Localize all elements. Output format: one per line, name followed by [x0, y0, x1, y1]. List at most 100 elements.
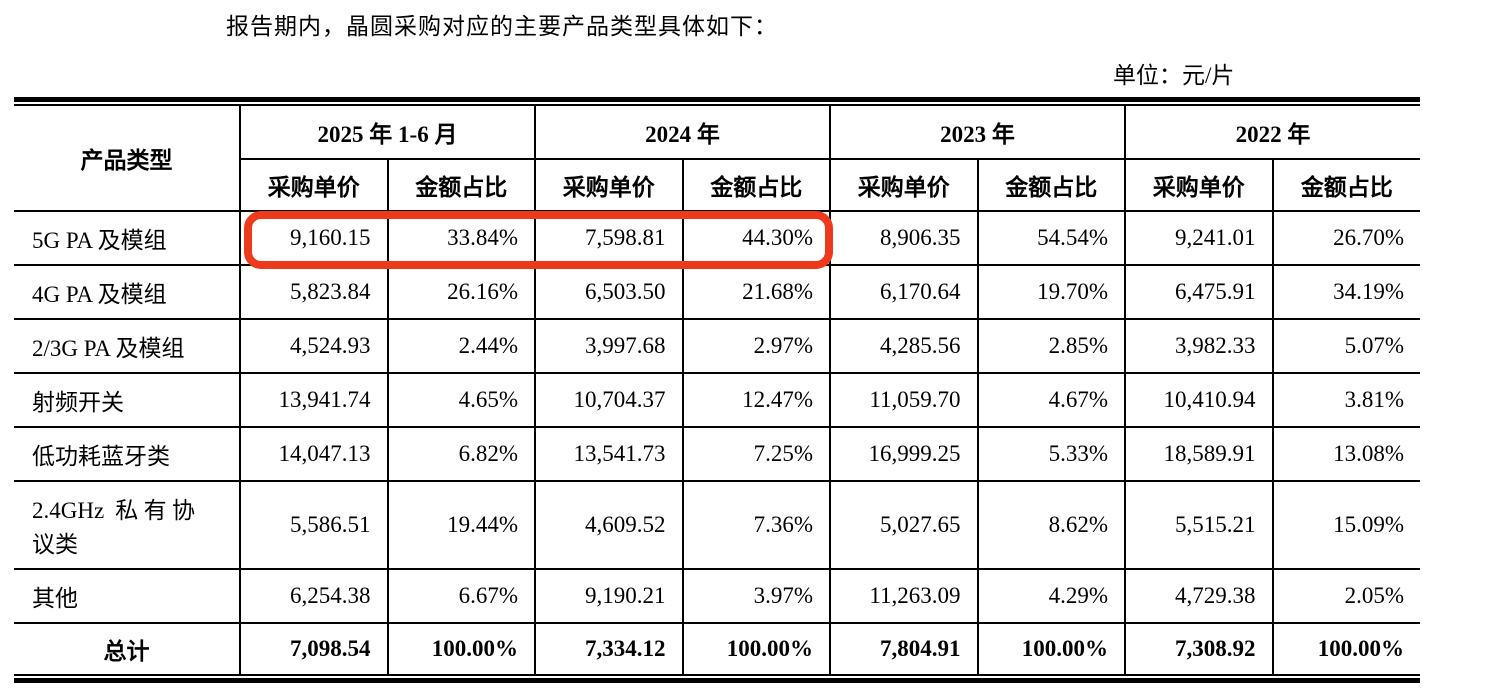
cell-value: 19.44% — [386, 480, 537, 570]
subheader-amount-share: 金额占比 — [681, 158, 832, 212]
row-label: 5G PA 及模组 — [14, 210, 241, 266]
cell-value: 33.84% — [386, 210, 537, 266]
cell-value: 13,941.74 — [239, 372, 389, 428]
cell-value: 6,503.50 — [534, 264, 684, 320]
cell-value: 4.29% — [976, 568, 1127, 624]
subheader-unit-price: 采购单价 — [534, 158, 684, 212]
subheader-unit-price: 采购单价 — [829, 158, 979, 212]
cell-value: 9,160.15 — [239, 210, 389, 266]
cell-value: 34.19% — [1271, 264, 1421, 320]
cell-value: 13,541.73 — [534, 426, 684, 482]
cell-value: 4.67% — [976, 372, 1127, 428]
col-header-period-2024: 2024 年 — [534, 104, 832, 160]
cell-value: 44.30% — [681, 210, 832, 266]
cell-value: 19.70% — [976, 264, 1127, 320]
cell-value: 3,982.33 — [1124, 318, 1274, 374]
cell-value: 13.08% — [1271, 426, 1421, 482]
cell-value: 7,308.92 — [1124, 622, 1274, 676]
table-row-other: 其他 6,254.38 6.67% 9,190.21 3.97% 11,263.… — [14, 568, 1421, 624]
table-row-23g-pa: 2/3G PA 及模组 4,524.93 2.44% 3,997.68 2.97… — [14, 318, 1421, 374]
header-row-metrics: 采购单价 金额占比 采购单价 金额占比 采购单价 金额占比 采购单价 金额占比 — [14, 158, 1421, 212]
cell-value: 16,999.25 — [829, 426, 979, 482]
subheader-amount-share: 金额占比 — [976, 158, 1127, 212]
cell-value: 4,609.52 — [534, 480, 684, 570]
cell-value: 11,263.09 — [829, 568, 979, 624]
cell-value: 5.07% — [1271, 318, 1421, 374]
cell-value: 18,589.91 — [1124, 426, 1274, 482]
cell-value: 7,098.54 — [239, 622, 389, 676]
cell-value: 6.82% — [386, 426, 537, 482]
subheader-amount-share: 金额占比 — [1271, 158, 1421, 212]
cell-value: 15.09% — [1271, 480, 1421, 570]
table-row-total: 总计 7,098.54 100.00% 7,334.12 100.00% 7,8… — [14, 622, 1421, 676]
cell-value: 10,410.94 — [1124, 372, 1274, 428]
row-label: 其他 — [14, 568, 241, 624]
cell-value: 100.00% — [1271, 622, 1421, 676]
cell-value: 11,059.70 — [829, 372, 979, 428]
cell-value: 4.65% — [386, 372, 537, 428]
table-row-rf-switch: 射频开关 13,941.74 4.65% 10,704.37 12.47% 11… — [14, 372, 1421, 428]
page-title: 报告期内，晶圆采购对应的主要产品类型具体如下： — [226, 14, 778, 39]
cell-value: 2.97% — [681, 318, 832, 374]
cell-value: 26.16% — [386, 264, 537, 320]
subheader-unit-price: 采购单价 — [1124, 158, 1274, 212]
cell-value: 4,285.56 — [829, 318, 979, 374]
table-row-4g-pa: 4G PA 及模组 5,823.84 26.16% 6,503.50 21.68… — [14, 264, 1421, 320]
bottom-thick-rule — [14, 678, 1420, 683]
col-header-period-2023: 2023 年 — [829, 104, 1127, 160]
table-row-24ghz-proprietary: 2.4GHz 私有协议类 5,586.51 19.44% 4,609.52 7.… — [14, 480, 1421, 570]
cell-value: 7.36% — [681, 480, 832, 570]
cell-value: 7,334.12 — [534, 622, 684, 676]
total-label: 总计 — [14, 622, 241, 676]
cell-value: 6.67% — [386, 568, 537, 624]
subheader-amount-share: 金额占比 — [386, 158, 537, 212]
top-thick-rule — [14, 97, 1420, 102]
row-label: 4G PA 及模组 — [14, 264, 241, 320]
table-row-5g-pa: 5G PA 及模组 9,160.15 33.84% 7,598.81 44.30… — [14, 210, 1421, 266]
header-row-periods: 产品类型 2025 年 1-6 月 2024 年 2023 年 2022 年 — [14, 104, 1421, 212]
cell-value: 100.00% — [386, 622, 537, 676]
cell-value: 12.47% — [681, 372, 832, 428]
wafer-procurement-table: 产品类型 2025 年 1-6 月 2024 年 2023 年 2022 年 采… — [14, 104, 1421, 676]
cell-value: 7.25% — [681, 426, 832, 482]
cell-value: 54.54% — [976, 210, 1127, 266]
cell-value: 6,170.64 — [829, 264, 979, 320]
cell-value: 5.33% — [976, 426, 1127, 482]
cell-value: 6,254.38 — [239, 568, 389, 624]
cell-value: 5,823.84 — [239, 264, 389, 320]
cell-value: 10,704.37 — [534, 372, 684, 428]
cell-value: 14,047.13 — [239, 426, 389, 482]
cell-value: 3,997.68 — [534, 318, 684, 374]
cell-value: 8,906.35 — [829, 210, 979, 266]
cell-value: 2.44% — [386, 318, 537, 374]
cell-value: 4,729.38 — [1124, 568, 1274, 624]
cell-value: 100.00% — [681, 622, 832, 676]
row-label: 2.4GHz 私有协议类 — [14, 480, 241, 570]
cell-value: 7,598.81 — [534, 210, 684, 266]
cell-value: 4,524.93 — [239, 318, 389, 374]
cell-value: 2.05% — [1271, 568, 1421, 624]
cell-value: 6,475.91 — [1124, 264, 1274, 320]
subheader-unit-price: 采购单价 — [240, 158, 389, 212]
col-header-period-2025h1: 2025 年 1-6 月 — [238, 104, 537, 160]
table-wrapper: 产品类型 2025 年 1-6 月 2024 年 2023 年 2022 年 采… — [14, 97, 1421, 683]
cell-value: 21.68% — [681, 264, 832, 320]
cell-value: 100.00% — [976, 622, 1127, 676]
col-header-product-type: 产品类型 — [14, 104, 241, 212]
row-label: 低功耗蓝牙类 — [14, 426, 241, 482]
row-label: 2/3G PA 及模组 — [14, 318, 241, 374]
cell-value: 7,804.91 — [829, 622, 979, 676]
col-header-period-2022: 2022 年 — [1124, 104, 1421, 160]
cell-value: 5,027.65 — [829, 480, 979, 570]
unit-label: 单位：元/片 — [1113, 63, 1235, 88]
cell-value: 2.85% — [976, 318, 1127, 374]
row-label: 射频开关 — [14, 372, 241, 428]
cell-value: 5,515.21 — [1124, 480, 1274, 570]
cell-value: 9,190.21 — [534, 568, 684, 624]
cell-value: 26.70% — [1271, 210, 1421, 266]
table-row-ble: 低功耗蓝牙类 14,047.13 6.82% 13,541.73 7.25% 1… — [14, 426, 1421, 482]
cell-value: 3.97% — [681, 568, 832, 624]
cell-value: 5,586.51 — [239, 480, 389, 570]
cell-value: 3.81% — [1271, 372, 1421, 428]
